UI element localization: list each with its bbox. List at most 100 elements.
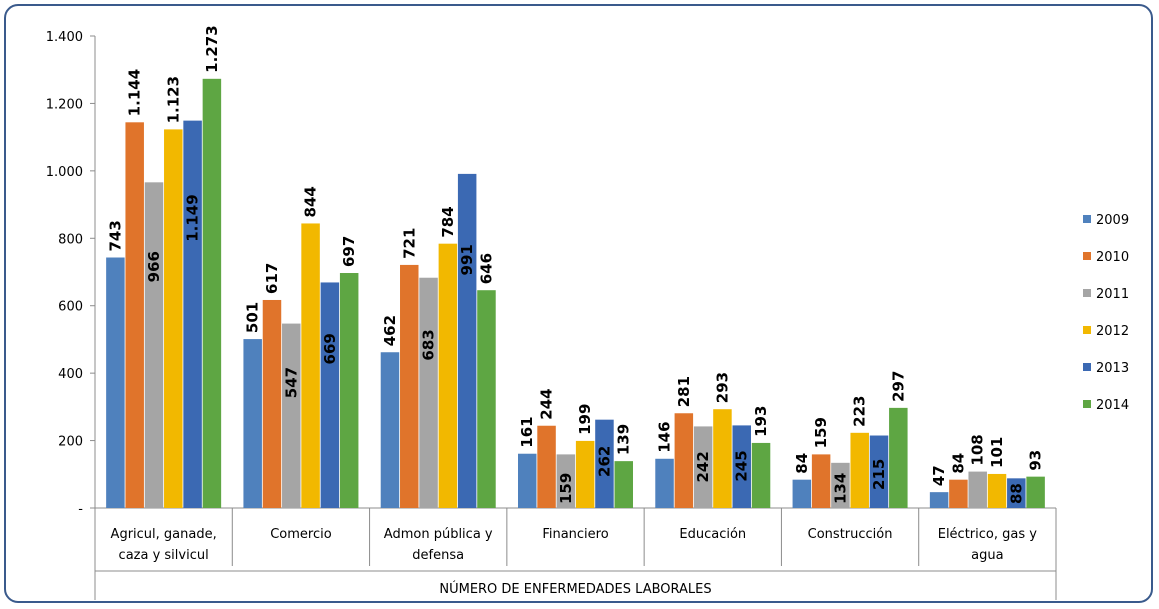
data-label: 146 <box>656 421 674 452</box>
data-label: 281 <box>675 376 693 407</box>
y-tick-label: - <box>78 502 83 517</box>
bar-2010 <box>674 413 694 508</box>
y-tick-label: 600 <box>58 300 83 315</box>
bar-2011 <box>282 323 301 508</box>
bar-2012 <box>301 223 320 509</box>
data-label: 683 <box>420 329 438 360</box>
y-tick-label: 1.400 <box>46 30 83 45</box>
x-tick-label: defensa <box>412 548 464 563</box>
data-label: 93 <box>1027 450 1045 471</box>
data-label: 193 <box>752 406 770 437</box>
bar-2014 <box>1026 476 1045 508</box>
bar-2011 <box>556 454 576 508</box>
bar-2012 <box>438 243 458 508</box>
data-label: 47 <box>930 465 948 486</box>
bar-2012 <box>575 440 595 508</box>
data-label: 844 <box>302 186 320 217</box>
legend-label: 2011 <box>1096 287 1129 302</box>
bar-2013 <box>320 282 340 508</box>
data-label: 1.144 <box>126 69 144 116</box>
data-label: 462 <box>381 315 399 346</box>
legend-label: 2009 <box>1096 213 1129 228</box>
x-tick-label: Admon pública y <box>384 527 493 542</box>
x-tick-label: Comercio <box>270 527 332 542</box>
data-label: 743 <box>106 220 124 251</box>
bar-2010 <box>811 454 831 508</box>
data-label: 1.273 <box>203 25 221 72</box>
data-label: 617 <box>263 263 281 294</box>
data-label: 215 <box>870 459 888 490</box>
bar-2013 <box>869 435 889 508</box>
legend-swatch-2009 <box>1083 215 1091 223</box>
data-label: 159 <box>812 417 830 448</box>
bar-2014 <box>202 78 222 509</box>
bar-2010 <box>400 264 419 508</box>
data-label: 245 <box>733 450 751 481</box>
data-label: 84 <box>793 453 811 474</box>
data-label: 297 <box>889 371 907 402</box>
data-label: 646 <box>477 253 495 284</box>
legend-label: 2013 <box>1096 361 1129 376</box>
bar-2013 <box>595 419 614 508</box>
bar-2012 <box>987 473 1007 508</box>
y-tick-label: 1.200 <box>46 97 83 112</box>
bar-2011 <box>968 471 987 508</box>
bar-2012 <box>164 129 183 509</box>
data-label: 242 <box>694 451 712 482</box>
x-tick-label: caza y silvicul <box>119 548 209 563</box>
bar-2014 <box>339 273 359 508</box>
bar-2009 <box>655 458 674 508</box>
data-label: 784 <box>439 206 457 237</box>
x-tick-label: Eléctrico, gas y <box>938 527 1038 542</box>
data-label: 101 <box>988 437 1006 468</box>
data-label: 108 <box>969 434 987 465</box>
data-label: 199 <box>576 404 594 435</box>
legend-swatch-2011 <box>1083 289 1091 297</box>
bar-2014 <box>614 461 633 508</box>
bar-2013 <box>457 173 477 509</box>
bar-2014 <box>477 290 496 508</box>
bar-2014 <box>751 442 771 508</box>
data-label: 88 <box>1007 483 1025 504</box>
bar-2012 <box>850 432 869 508</box>
y-tick-label: 1.000 <box>46 165 83 180</box>
data-label: 1.123 <box>164 76 182 123</box>
legend-label: 2012 <box>1096 324 1129 339</box>
y-tick-label: 400 <box>58 367 83 382</box>
bar-2009 <box>792 479 812 508</box>
bar-2013 <box>1007 478 1026 508</box>
x-tick-label: Educación <box>679 527 746 542</box>
bar-2011 <box>144 182 164 508</box>
y-tick-label: 800 <box>58 232 83 247</box>
x-tick-label: agua <box>971 548 1003 563</box>
bar-2010 <box>125 122 144 509</box>
legend-swatch-2013 <box>1083 363 1091 371</box>
data-label: 721 <box>400 228 418 259</box>
data-label: 139 <box>615 424 633 455</box>
data-label: 501 <box>244 302 262 333</box>
x-tick-label: Agricul, ganade, <box>111 527 217 542</box>
bar-2009 <box>106 257 125 508</box>
data-label: 159 <box>557 473 575 504</box>
y-tick-label: 200 <box>58 435 83 450</box>
x-tick-label: Construcción <box>808 527 893 542</box>
legend-swatch-2010 <box>1083 252 1091 260</box>
bar-2012 <box>713 409 732 508</box>
bar-2011 <box>419 277 438 508</box>
legend-swatch-2014 <box>1083 400 1091 408</box>
bar-2009 <box>243 339 262 508</box>
bar-2010 <box>537 425 556 508</box>
data-label: 161 <box>518 416 536 447</box>
data-label: 697 <box>340 236 358 267</box>
x-tick-label: Financiero <box>542 527 608 542</box>
bar-2009 <box>518 453 537 508</box>
data-label: 1.149 <box>184 194 202 241</box>
data-label: 223 <box>851 396 869 427</box>
legend-label: 2010 <box>1096 250 1129 265</box>
bar-2009 <box>380 352 400 508</box>
legend-label: 2014 <box>1096 398 1129 413</box>
data-label: 134 <box>831 473 849 504</box>
data-label: 966 <box>145 251 163 282</box>
bar-2013 <box>183 120 202 508</box>
